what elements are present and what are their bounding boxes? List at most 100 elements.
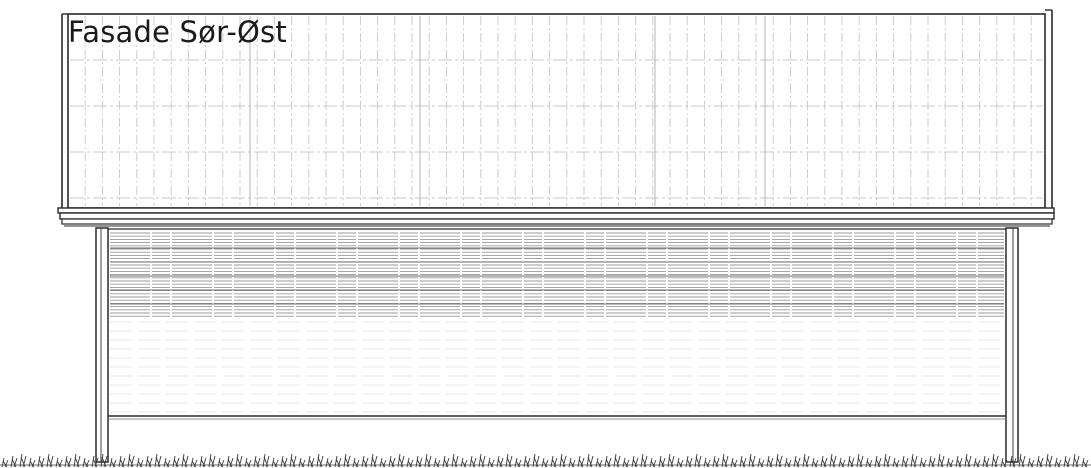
grass-tuft-icon [937, 453, 945, 468]
grass-tuft-icon [379, 457, 387, 468]
grass-tuft-icon [631, 455, 639, 468]
grass-tuft-icon [388, 455, 396, 468]
grass-tuft-icon [136, 457, 144, 468]
grass-tuft-icon [964, 453, 972, 468]
roof [61, 9, 1053, 209]
right-corner-board [1005, 227, 1019, 463]
roof-outline [67, 13, 1046, 209]
grass-tuft-icon [883, 453, 891, 468]
grass-tuft-icon [46, 453, 54, 468]
grass-tuft-icon [55, 457, 63, 468]
grass-tuft-icon [19, 453, 27, 468]
grass-tuft-icon [685, 455, 693, 468]
grass-tuft-icon [190, 457, 198, 468]
grass-tuft-icon [838, 457, 846, 468]
grass-tuft-icon [433, 457, 441, 468]
grass-tuft-icon [181, 453, 189, 468]
grass-tuft-icon [667, 453, 675, 468]
grass-tuft-icon [334, 455, 342, 468]
grass-tuft-icon [856, 453, 864, 468]
grass-tuft-icon [712, 455, 720, 468]
grass-tuft-icon [109, 457, 117, 468]
grass-tuft-icon [361, 455, 369, 468]
grass-tuft-icon [874, 455, 882, 468]
grass-tuft-icon [1009, 455, 1017, 468]
left-corner-board [95, 227, 109, 463]
grass-tuft-icon [496, 455, 504, 468]
grass-tuft-icon [127, 453, 135, 468]
grass-tuft-icon [532, 453, 540, 468]
grass-tuft-icon [154, 453, 162, 468]
grass-tuft-icon [730, 457, 738, 468]
grass-tuft-icon [172, 455, 180, 468]
grass-tuft-icon [217, 457, 225, 468]
grass-tuft-icon [451, 453, 459, 468]
grass-tuft-icon [307, 455, 315, 468]
grass-tuft-icon [703, 457, 711, 468]
grass-tuft-icon [757, 457, 765, 468]
grass-tuft-icon [955, 455, 963, 468]
grass-tuft-icon [901, 455, 909, 468]
grass-tuft-icon [775, 453, 783, 468]
grass-tuft-icon [577, 455, 585, 468]
grass-tuft-icon [163, 457, 171, 468]
grass-tuft-icon [325, 457, 333, 468]
grass-tuft-icon [469, 455, 477, 468]
grass-tuft-icon [748, 453, 756, 468]
grass-tuft-icon [721, 453, 729, 468]
grass-tuft-icon [91, 455, 99, 468]
grass-tuft-icon [658, 455, 666, 468]
grass-tuft-icon [442, 455, 450, 468]
grass-tuft-icon [487, 457, 495, 468]
grass-tuft-icon [478, 453, 486, 468]
grass-tuft-icon [946, 457, 954, 468]
grass-tuft-icon [262, 453, 270, 468]
grass-tuft-icon [28, 457, 36, 468]
grass-tuft-icon [199, 455, 207, 468]
grass-tuft-icon [37, 455, 45, 468]
grass-tuft-icon [118, 455, 126, 468]
grass-tuft-icon [271, 457, 279, 468]
grass-tuft-icon [1, 457, 9, 468]
grass-tuft-icon [514, 457, 522, 468]
grass-tuft-icon [235, 453, 243, 468]
grass-tuft-icon [793, 455, 801, 468]
grass-tuft-icon [226, 455, 234, 468]
grass-tuft-icon [406, 457, 414, 468]
grass-tuft-icon [613, 453, 621, 468]
grass-tuft-icon [928, 455, 936, 468]
eaves [57, 207, 1055, 227]
grass-tuft-icon [604, 455, 612, 468]
grass-tuft-icon [622, 457, 630, 468]
grass-tuft-icon [991, 453, 999, 468]
grass-tuft-icon [847, 455, 855, 468]
grass-tuft-icon [766, 455, 774, 468]
grass-tuft-icon [82, 457, 90, 468]
grass-tuft-icon [298, 457, 306, 468]
grass-tuft-icon [415, 455, 423, 468]
grass-tuft-icon [397, 453, 405, 468]
grass-tuft-icon [1054, 457, 1062, 468]
grass-tuft-icon [550, 455, 558, 468]
grass-tuft-icon [595, 457, 603, 468]
grass-tuft-icon [424, 453, 432, 468]
grass-tuft-icon [145, 455, 153, 468]
grass-tuft-icon [640, 453, 648, 468]
grass-tuft-icon [820, 455, 828, 468]
grass-tuft-icon [568, 457, 576, 468]
grass-tuft-icon [811, 457, 819, 468]
grass-tuft-icon [280, 455, 288, 468]
drawing-title: Fasade Sør-Øst [68, 15, 287, 49]
grass-tuft-icon [586, 453, 594, 468]
grass-tuft-icon [649, 457, 657, 468]
grass-tuft-icon [505, 453, 513, 468]
wall-cladding [110, 232, 1004, 413]
grass-tuft-icon [784, 457, 792, 468]
grass-tuft-icon [802, 453, 810, 468]
grass-tuft-icon [1036, 455, 1044, 468]
grass-tuft-icon [64, 455, 72, 468]
grass-tuft-icon [370, 453, 378, 468]
wall [95, 227, 1019, 463]
grass-tuft-icon [1045, 453, 1053, 468]
